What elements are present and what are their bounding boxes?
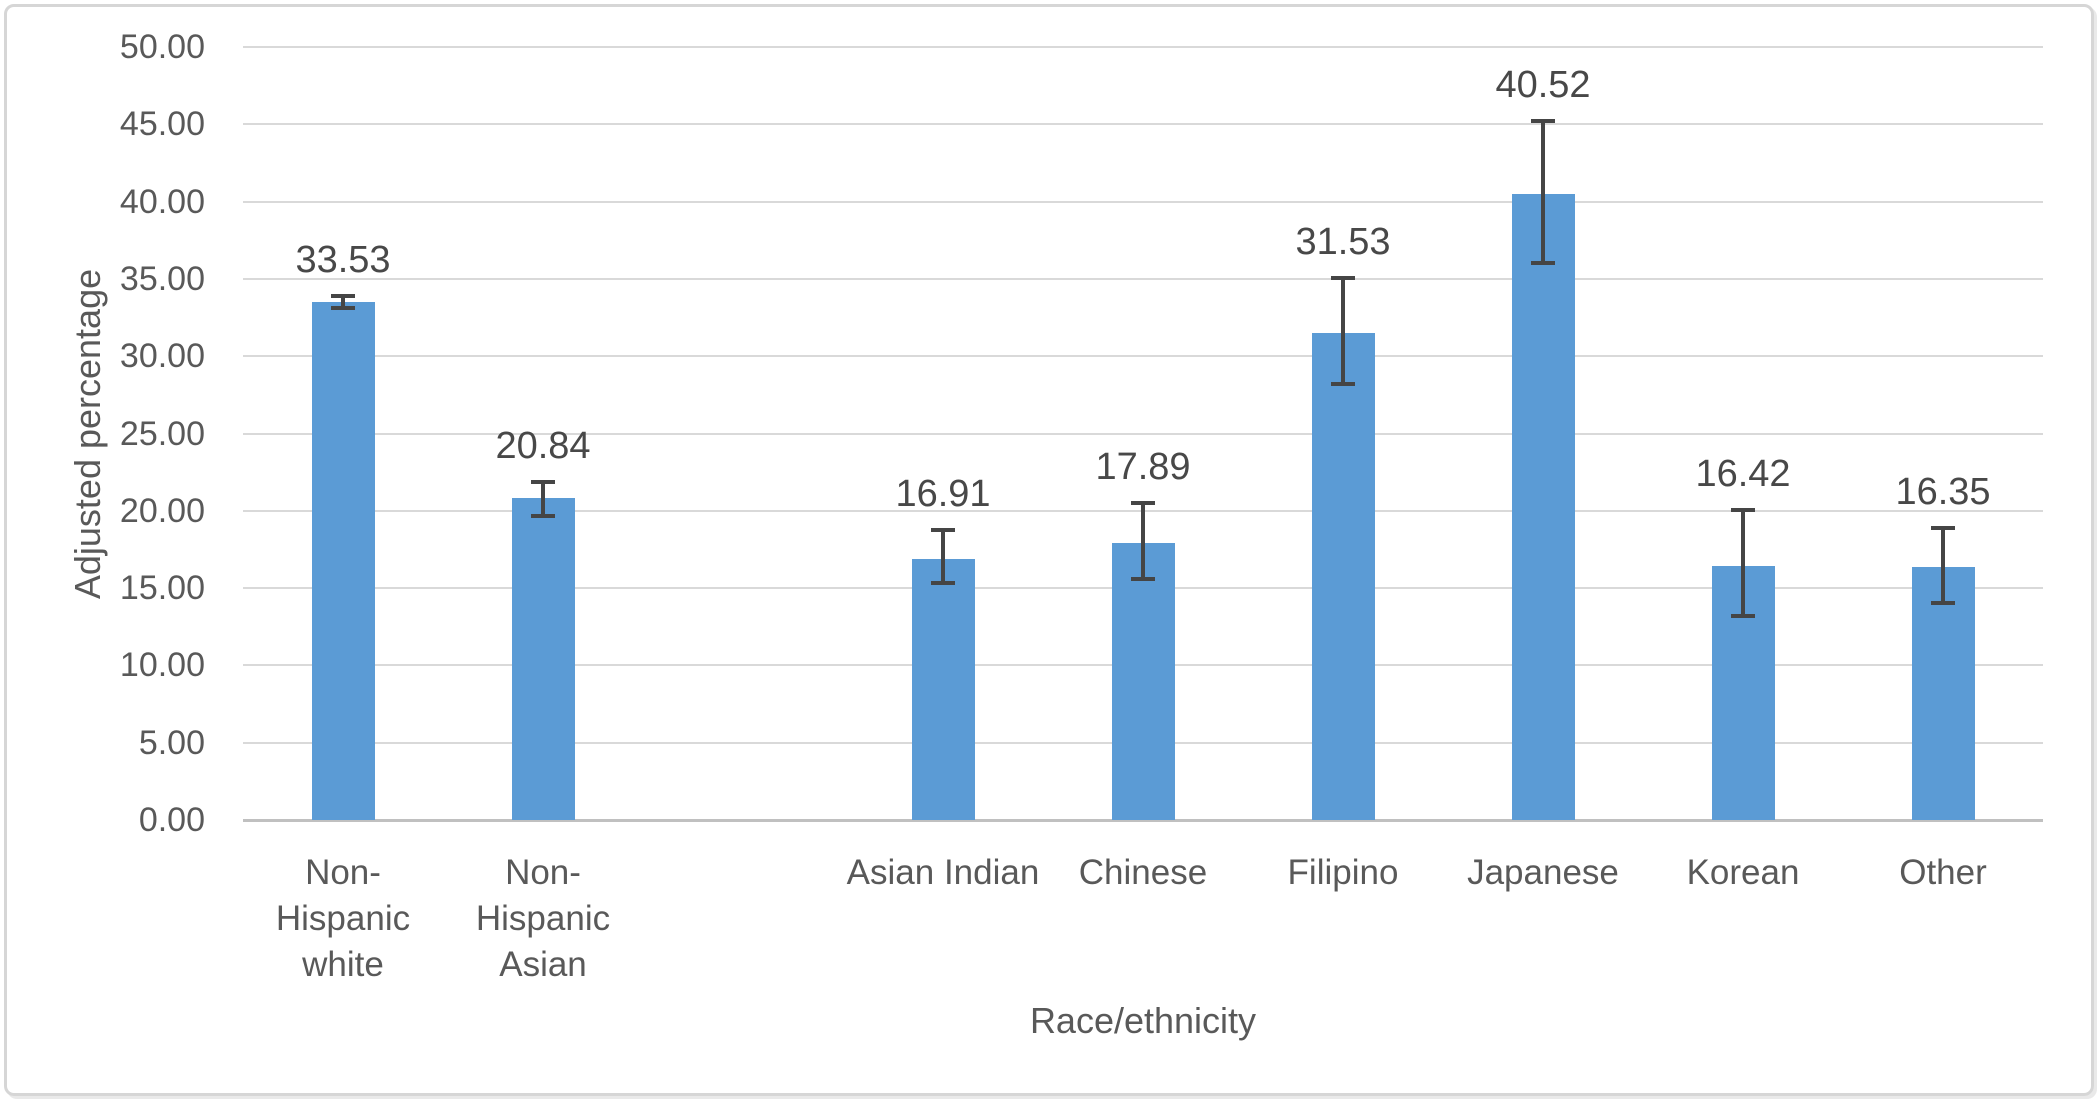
- x-category-label-Chinese: Chinese: [1078, 853, 1208, 892]
- bar-Other: [1912, 567, 1975, 820]
- y-tick-label-45.00: 45.00: [119, 105, 205, 143]
- y-tick-label-5.00: 5.00: [138, 724, 205, 762]
- error-bar-cap-top-Other: [1931, 526, 1955, 530]
- error-bar-cap-top-Filipino: [1331, 276, 1355, 280]
- error-bar-Korean: [1741, 510, 1745, 615]
- y-tick-label-10.00: 10.00: [119, 646, 205, 684]
- error-bar-cap-top-Chinese: [1131, 501, 1155, 505]
- error-bar-cap-bottom-Asian Indian: [931, 581, 955, 585]
- bar-Non-Hispanic Asian: [512, 498, 575, 820]
- data-label-Chinese: 17.89: [1095, 446, 1191, 488]
- error-bar-cap-top-Japanese: [1531, 119, 1555, 123]
- data-label-Asian Indian: 16.91: [895, 473, 991, 515]
- y-tick-label-25.00: 25.00: [119, 415, 205, 453]
- y-tick-label-30.00: 30.00: [119, 337, 205, 375]
- x-axis-line: [243, 819, 2043, 822]
- error-bar-Non-Hispanic Asian: [541, 482, 545, 517]
- y-tick-label-50.00: 50.00: [119, 28, 205, 66]
- error-bar-cap-top-Non-Hispanic white: [331, 294, 355, 298]
- error-bar-cap-bottom-Chinese: [1131, 577, 1155, 581]
- y-tick-label-20.00: 20.00: [119, 492, 205, 530]
- x-category-label-Other: Other: [1899, 853, 1987, 892]
- x-category-label-Non-Hispanic Asian: Non- Hispanic Asian: [475, 853, 611, 984]
- x-category-label-Korean: Korean: [1686, 853, 1800, 892]
- error-bar-cap-bottom-Korean: [1731, 614, 1755, 618]
- data-label-Non-Hispanic white: 33.53: [295, 239, 391, 281]
- y-tick-label-35.00: 35.00: [119, 260, 205, 298]
- x-axis-title: Race/ethnicity: [1029, 1000, 1257, 1041]
- y-tick-label-0.00: 0.00: [138, 801, 205, 839]
- error-bar-Other: [1941, 528, 1945, 603]
- gridline-45.00: [243, 123, 2043, 125]
- error-bar-Chinese: [1141, 503, 1145, 579]
- x-category-label-Japanese: Japanese: [1467, 853, 1619, 892]
- gridline-50.00: [243, 46, 2043, 48]
- data-label-Japanese: 40.52: [1495, 64, 1591, 106]
- error-bar-cap-top-Korean: [1731, 508, 1755, 512]
- error-bar-cap-top-Asian Indian: [931, 528, 955, 532]
- gridline-35.00: [243, 278, 2043, 280]
- y-tick-label-40.00: 40.00: [119, 183, 205, 221]
- error-bar-cap-top-Non-Hispanic Asian: [531, 480, 555, 484]
- data-label-Non-Hispanic Asian: 20.84: [495, 425, 591, 467]
- error-bar-cap-bottom-Japanese: [1531, 261, 1555, 265]
- y-tick-label-15.00: 15.00: [119, 569, 205, 607]
- x-category-label-Filipino: Filipino: [1287, 853, 1399, 892]
- error-bar-cap-bottom-Non-Hispanic Asian: [531, 514, 555, 518]
- bar-Asian Indian: [912, 559, 975, 820]
- gridline-25.00: [243, 433, 2043, 435]
- data-label-Filipino: 31.53: [1295, 221, 1391, 263]
- error-bar-cap-bottom-Non-Hispanic white: [331, 306, 355, 310]
- error-bar-cap-bottom-Filipino: [1331, 382, 1355, 386]
- data-label-Korean: 16.42: [1695, 453, 1791, 495]
- bar-Non-Hispanic white: [312, 302, 375, 820]
- bar-Japanese: [1512, 194, 1575, 820]
- x-category-label-Asian Indian: Asian Indian: [846, 853, 1040, 892]
- error-bar-Asian Indian: [941, 530, 945, 583]
- error-bar-cap-bottom-Other: [1931, 601, 1955, 605]
- bar-Filipino: [1312, 333, 1375, 820]
- gridline-30.00: [243, 355, 2043, 357]
- error-bar-Japanese: [1541, 121, 1545, 263]
- error-bar-Non-Hispanic white: [341, 296, 345, 308]
- error-bar-Filipino: [1341, 278, 1345, 384]
- bar-Chinese: [1112, 543, 1175, 820]
- gridline-40.00: [243, 201, 2043, 203]
- x-category-label-Non-Hispanic white: Non- Hispanic white: [275, 853, 411, 984]
- data-label-Other: 16.35: [1895, 471, 1991, 513]
